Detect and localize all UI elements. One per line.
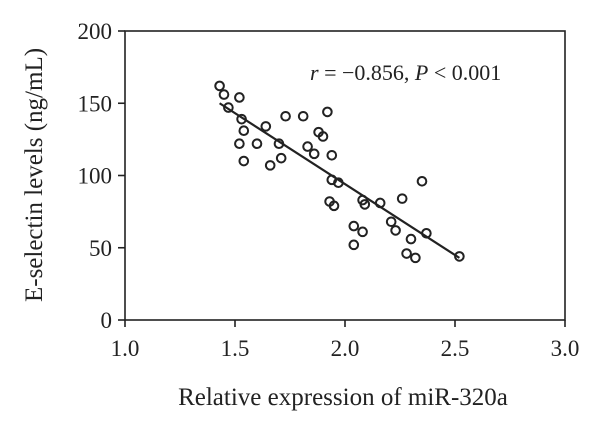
data-point [396, 193, 408, 204]
data-point [238, 125, 250, 137]
data-point [454, 251, 465, 262]
data-point [238, 155, 250, 167]
data-point [308, 148, 320, 160]
data-point [326, 149, 338, 161]
y-tick-label: 0 [101, 308, 113, 333]
data-point [264, 160, 276, 171]
data-point [317, 131, 329, 142]
data-point [385, 216, 397, 228]
r-symbol: r [310, 60, 319, 85]
data-point [234, 138, 245, 150]
x-tick-label: 3.0 [551, 336, 580, 361]
data-point [359, 199, 371, 210]
y-tick-label: 200 [78, 19, 113, 44]
x-axis-ticks: 1.0 1.5 2.0 2.5 3.0 [111, 320, 580, 361]
correlation-annotation: r = −0.856, P < 0.001 [310, 60, 501, 85]
data-point [280, 110, 291, 122]
data-point [328, 200, 340, 212]
data-point [322, 106, 333, 118]
data-point [348, 239, 360, 251]
data-point [302, 141, 313, 152]
y-tick-label: 50 [89, 236, 112, 261]
y-tick-label: 100 [78, 164, 113, 189]
data-point [348, 220, 360, 232]
data-point [218, 89, 230, 100]
regression-line [219, 102, 460, 259]
p-symbol: P [414, 60, 428, 85]
r-value: = −0.856, [319, 60, 415, 85]
x-tick-label: 1.0 [111, 336, 140, 361]
y-tick-label: 150 [78, 91, 113, 116]
data-point [234, 92, 245, 103]
data-point [410, 252, 421, 264]
data-point [401, 248, 412, 259]
data-point [390, 225, 401, 236]
x-axis-label: Relative expression of miR-320a [178, 384, 508, 411]
data-point [251, 138, 263, 150]
data-point [357, 226, 368, 238]
x-tick-label: 1.5 [221, 336, 250, 361]
data-point [405, 233, 417, 245]
data-point [214, 80, 225, 92]
data-points [214, 80, 465, 264]
x-tick-label: 2.0 [331, 336, 360, 361]
y-axis-label: E-selectin levels (ng/mL) [21, 48, 48, 302]
p-value: < 0.001 [428, 60, 501, 85]
x-tick-label: 2.5 [441, 336, 470, 361]
y-axis-ticks: 0 50 100 150 200 [78, 19, 125, 333]
data-point [260, 121, 272, 132]
data-point [275, 152, 287, 164]
data-point [297, 110, 309, 122]
data-point [223, 102, 234, 113]
data-point [416, 175, 428, 187]
